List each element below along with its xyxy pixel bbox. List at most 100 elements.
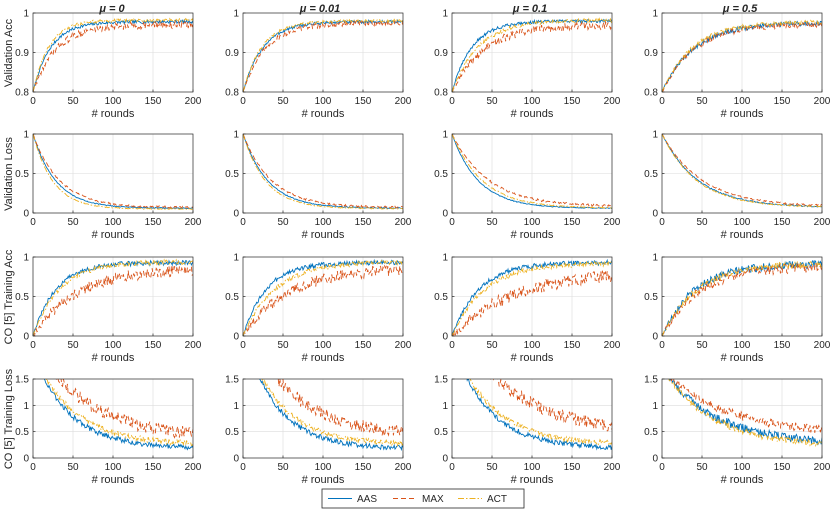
y-tick-label: 1.5 — [434, 375, 448, 386]
series-line-act — [662, 19, 822, 92]
x-tick-label: 100 — [315, 217, 332, 228]
series-line-max — [272, 379, 403, 437]
x-tick-label: 150 — [564, 462, 581, 473]
series-line-max — [452, 21, 612, 92]
y-tick-label: 0 — [23, 454, 29, 465]
y-tick-label: 0.5 — [434, 169, 448, 180]
y-tick-label: 0.5 — [15, 292, 29, 303]
x-tick-label: 200 — [604, 217, 621, 228]
y-tick-label: 1 — [442, 401, 448, 412]
series-line-act — [243, 259, 403, 336]
x-tick-label: 50 — [486, 462, 498, 473]
y-tick-label: 1 — [652, 9, 658, 20]
x-tick-label: 150 — [145, 462, 162, 473]
x-tick-label: 200 — [395, 462, 412, 473]
y-tick-label: 1 — [652, 130, 658, 141]
x-tick-label: 100 — [315, 340, 332, 351]
series-line-act — [45, 379, 193, 446]
y-tick-label: 0.5 — [644, 169, 658, 180]
series-line-aas — [466, 379, 612, 451]
legend-label-act: ACT — [487, 494, 507, 505]
x-tick-label: 150 — [355, 217, 372, 228]
row-label-0: Validation Acc — [3, 18, 15, 87]
x-axis-label: # rounds — [92, 352, 135, 364]
y-tick-label: 0 — [652, 209, 658, 220]
column-title-2: μ = 0.1 — [512, 3, 547, 15]
x-tick-label: 50 — [67, 462, 79, 473]
y-tick-label: 0 — [652, 332, 658, 343]
row-label-1: Validation Loss — [3, 137, 15, 211]
x-tick-label: 0 — [449, 96, 455, 107]
x-axis-label: # rounds — [92, 474, 135, 486]
y-tick-label: 1.5 — [644, 375, 658, 386]
series-line-act — [33, 258, 193, 336]
y-tick-label: 0.5 — [225, 169, 239, 180]
series-line-max — [33, 20, 193, 92]
x-tick-label: 0 — [449, 462, 455, 473]
subplot-r3-c0: 0 50 100 150 200 0 0.5 1 1.5 # rounds — [15, 375, 202, 487]
x-tick-label: 150 — [355, 96, 372, 107]
y-tick-label: 0 — [233, 209, 239, 220]
y-tick-label: 1 — [23, 130, 29, 141]
x-tick-label: 150 — [355, 340, 372, 351]
series-line-act — [662, 260, 822, 336]
series-line-aas — [243, 258, 403, 336]
series-line-aas — [452, 134, 612, 209]
y-tick-label: 0.5 — [434, 292, 448, 303]
series-line-act — [452, 17, 612, 92]
x-tick-label: 200 — [185, 217, 202, 228]
x-tick-label: 150 — [564, 340, 581, 351]
x-tick-label: 100 — [734, 217, 751, 228]
subplot-r2-c1: 0 50 100 150 200 0 0.5 1 # rounds — [225, 253, 412, 365]
series-line-act — [33, 17, 193, 92]
x-tick-label: 50 — [277, 340, 289, 351]
x-tick-label: 150 — [774, 217, 791, 228]
x-tick-label: 100 — [315, 96, 332, 107]
subplot-r0-c2: 0 50 100 150 200 0.8 0.9 1 # rounds — [434, 9, 621, 121]
series-line-max — [452, 270, 612, 336]
series-line-max — [670, 379, 822, 433]
subplot-r1-c3: 0 50 100 150 200 0 0.5 1 # rounds — [644, 130, 830, 242]
x-tick-label: 150 — [145, 217, 162, 228]
x-axis-label: # rounds — [511, 474, 554, 486]
x-tick-label: 200 — [395, 96, 412, 107]
subplot-r3-c1: 0 50 100 150 200 0 0.5 1 1.5 # rounds — [225, 375, 412, 487]
y-tick-label: 1 — [23, 9, 29, 20]
x-tick-label: 0 — [30, 217, 36, 228]
x-tick-label: 150 — [145, 340, 162, 351]
y-tick-label: 0 — [23, 332, 29, 343]
x-axis-label: # rounds — [511, 229, 554, 241]
subplot-r0-c0: 0 50 100 150 200 0.8 0.9 1 # rounds — [15, 9, 202, 121]
y-tick-label: 0 — [23, 209, 29, 220]
x-tick-label: 200 — [395, 217, 412, 228]
x-tick-label: 100 — [105, 340, 122, 351]
x-tick-label: 50 — [696, 462, 708, 473]
x-tick-label: 150 — [145, 96, 162, 107]
series-line-aas — [452, 18, 612, 92]
y-tick-label: 1 — [23, 253, 29, 264]
x-axis-label: # rounds — [302, 229, 345, 241]
y-tick-label: 0.9 — [644, 48, 658, 59]
x-tick-label: 50 — [67, 217, 79, 228]
series-line-max — [243, 264, 403, 336]
y-tick-label: 1 — [23, 401, 29, 412]
x-tick-label: 150 — [774, 96, 791, 107]
x-axis-label: # rounds — [721, 229, 764, 241]
x-tick-label: 0 — [449, 217, 455, 228]
series-line-act — [452, 134, 612, 209]
x-axis-label: # rounds — [302, 474, 345, 486]
x-axis-label: # rounds — [302, 108, 345, 120]
y-tick-label: 1 — [442, 9, 448, 20]
x-tick-label: 50 — [696, 217, 708, 228]
x-tick-label: 100 — [315, 462, 332, 473]
x-axis-label: # rounds — [92, 229, 135, 241]
subplot-r2-c0: 0 50 100 150 200 0 0.5 1 # rounds — [15, 253, 202, 365]
y-tick-label: 0.8 — [225, 88, 239, 99]
x-tick-label: 150 — [774, 340, 791, 351]
x-tick-label: 200 — [185, 462, 202, 473]
y-tick-label: 1.5 — [225, 375, 239, 386]
x-tick-label: 50 — [486, 217, 498, 228]
